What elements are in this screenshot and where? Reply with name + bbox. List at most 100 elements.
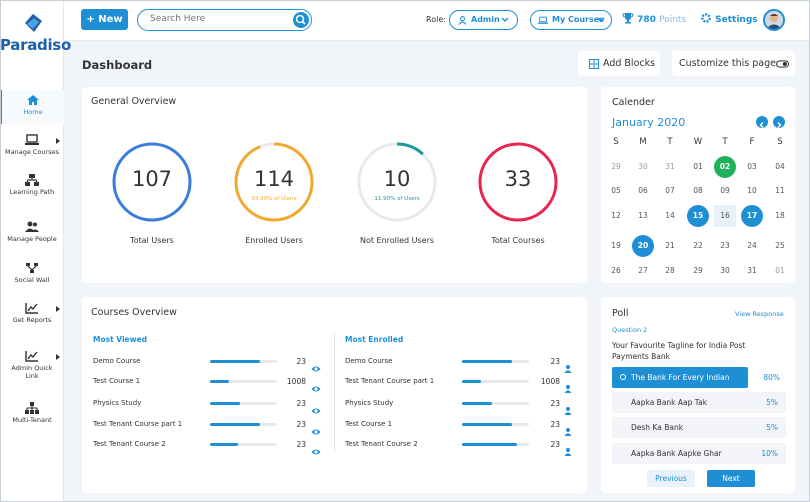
calendar-day[interactable]: 14 bbox=[665, 211, 675, 220]
new-button[interactable]: + New bbox=[81, 9, 128, 30]
poll-option[interactable]: The Bank For Every Indian 80% bbox=[612, 367, 780, 388]
search-button[interactable] bbox=[293, 12, 309, 28]
course-name[interactable]: Physics Study bbox=[93, 399, 142, 407]
chevron-right-icon bbox=[56, 306, 60, 312]
calendar-day[interactable]: 04 bbox=[775, 162, 785, 171]
calendar-day[interactable]: 31 bbox=[747, 266, 757, 275]
calendar-day[interactable]: 24 bbox=[747, 241, 757, 250]
sidebar-item-multi-tenant[interactable]: Multi-Tenant bbox=[0, 402, 64, 432]
chevron-left-icon bbox=[759, 122, 764, 128]
calendar-day[interactable]: 16 bbox=[714, 205, 736, 227]
course-name[interactable]: Test Tenant Course 2 bbox=[93, 440, 166, 448]
chart-line-icon bbox=[25, 351, 38, 362]
calendar-day[interactable]: 08 bbox=[693, 186, 703, 195]
sidebar-item-learning-path[interactable]: Learning Path bbox=[0, 174, 64, 204]
chevron-down-icon bbox=[501, 17, 509, 22]
course-name[interactable]: Test Tenant Course part 1 bbox=[93, 420, 183, 428]
calendar-day[interactable]: 29 bbox=[693, 266, 703, 275]
eye-icon[interactable] bbox=[311, 358, 321, 372]
calendar-day[interactable]: 22 bbox=[693, 241, 703, 250]
user-icon[interactable] bbox=[563, 378, 573, 393]
calendar-day[interactable]: 13 bbox=[638, 211, 648, 220]
course-name[interactable]: Physics Study bbox=[345, 399, 394, 407]
poll-next-button[interactable]: Next bbox=[707, 470, 755, 487]
sidebar-item-manage-courses[interactable]: Manage Courses bbox=[0, 134, 64, 164]
course-count: 1008 bbox=[540, 377, 560, 386]
calendar-day[interactable]: 09 bbox=[720, 186, 730, 195]
calendar-day[interactable]: 12 bbox=[611, 211, 621, 220]
user-icon[interactable] bbox=[563, 421, 573, 436]
course-progress-track bbox=[210, 360, 277, 363]
poll-option-percent: 80% bbox=[763, 373, 780, 382]
search-input[interactable] bbox=[150, 14, 290, 24]
poll-previous-button[interactable]: Previous bbox=[647, 470, 695, 487]
calendar-day[interactable]: 31 bbox=[665, 162, 675, 171]
calendar-next-button[interactable] bbox=[773, 116, 785, 128]
course-progress-fill bbox=[210, 380, 229, 383]
calendar-day[interactable]: 20 bbox=[632, 235, 654, 257]
course-name[interactable]: Test Tenant Course part 1 bbox=[345, 377, 435, 385]
poll-option-label: The Bank For Every Indian bbox=[631, 373, 730, 382]
points-display[interactable]: 780 Points bbox=[622, 12, 686, 25]
search-icon bbox=[295, 14, 306, 25]
calendar-day[interactable]: 26 bbox=[611, 266, 621, 275]
eye-icon[interactable] bbox=[311, 400, 321, 414]
course-name[interactable]: Demo Course bbox=[93, 357, 141, 365]
calendar-day[interactable]: 02 bbox=[714, 156, 736, 178]
role-dropdown[interactable]: Admin bbox=[449, 10, 518, 30]
course-name[interactable]: Test Tenant Course 2 bbox=[345, 440, 418, 448]
calendar-day[interactable]: 15 bbox=[687, 205, 709, 227]
calendar-day[interactable]: 21 bbox=[665, 241, 675, 250]
course-count: 23 bbox=[550, 357, 560, 366]
sidebar-item-manage-people[interactable]: Manage People bbox=[0, 221, 64, 251]
calendar-day[interactable]: 18 bbox=[775, 211, 785, 220]
course-name[interactable]: Test Course 1 bbox=[93, 377, 141, 385]
course-progress-track bbox=[462, 360, 529, 363]
calendar-day[interactable]: 05 bbox=[611, 186, 621, 195]
courses-dropdown[interactable]: My Courses bbox=[530, 10, 612, 30]
calendar-day[interactable]: 10 bbox=[747, 186, 757, 195]
sidebar-item-social-wall[interactable]: Social Wall bbox=[0, 262, 64, 292]
course-name[interactable]: Demo Course bbox=[345, 357, 393, 365]
settings-link[interactable]: Settings bbox=[700, 12, 758, 25]
calendar-day[interactable]: 27 bbox=[638, 266, 648, 275]
avatar[interactable] bbox=[763, 9, 785, 31]
poll-option[interactable]: Aapka Bank Aapke Ghar 10% bbox=[612, 443, 786, 464]
brand-logo[interactable]: Paradiso bbox=[0, 6, 71, 58]
calendar-day[interactable]: 30 bbox=[638, 162, 648, 171]
calendar-day[interactable]: 25 bbox=[775, 241, 785, 250]
calendar-day[interactable]: 01 bbox=[693, 162, 703, 171]
view-response-link[interactable]: View Response bbox=[735, 310, 784, 318]
calendar-day[interactable]: 30 bbox=[720, 266, 730, 275]
ring-progress bbox=[112, 142, 192, 222]
eye-icon[interactable] bbox=[311, 378, 321, 392]
eye-icon[interactable] bbox=[311, 441, 321, 455]
sidebar-item-label: Manage People bbox=[7, 235, 57, 243]
calendar-day[interactable]: 23 bbox=[720, 241, 730, 250]
user-icon[interactable] bbox=[563, 358, 573, 373]
calendar-day[interactable]: 19 bbox=[611, 241, 621, 250]
calendar-day[interactable]: 11 bbox=[775, 186, 785, 195]
calendar-prev-button[interactable] bbox=[756, 116, 768, 128]
calendar-day[interactable]: 28 bbox=[665, 266, 675, 275]
sidebar-item-get-reports[interactable]: Get Reports bbox=[0, 302, 64, 332]
calendar-day[interactable]: 17 bbox=[741, 205, 763, 227]
user-icon[interactable] bbox=[563, 400, 573, 415]
customize-page-button[interactable]: Customize this page bbox=[672, 51, 795, 76]
poll-option[interactable]: Aapka Bank Aap Tak 5% bbox=[612, 392, 786, 413]
eye-icon[interactable] bbox=[311, 421, 321, 435]
poll-option[interactable]: Desh Ka Bank 5% bbox=[612, 417, 786, 438]
sidebar-item-home[interactable]: Home bbox=[0, 90, 64, 124]
sidebar-item-admin-quick-link[interactable]: Admin Quick Link bbox=[0, 350, 64, 388]
user-icon[interactable] bbox=[563, 441, 573, 456]
course-name[interactable]: Test Course 1 bbox=[345, 420, 393, 428]
calendar-weekday: F bbox=[749, 137, 755, 147]
calendar-day[interactable]: 03 bbox=[747, 162, 757, 171]
calendar-day[interactable]: 06 bbox=[638, 186, 648, 195]
calendar-day[interactable]: 07 bbox=[665, 186, 675, 195]
calendar-day[interactable]: 29 bbox=[611, 162, 621, 171]
calendar-day[interactable]: 01 bbox=[775, 266, 785, 275]
add-blocks-button[interactable]: Add Blocks bbox=[578, 51, 660, 76]
chevron-down-icon bbox=[597, 17, 605, 22]
laptop-icon bbox=[538, 16, 548, 24]
